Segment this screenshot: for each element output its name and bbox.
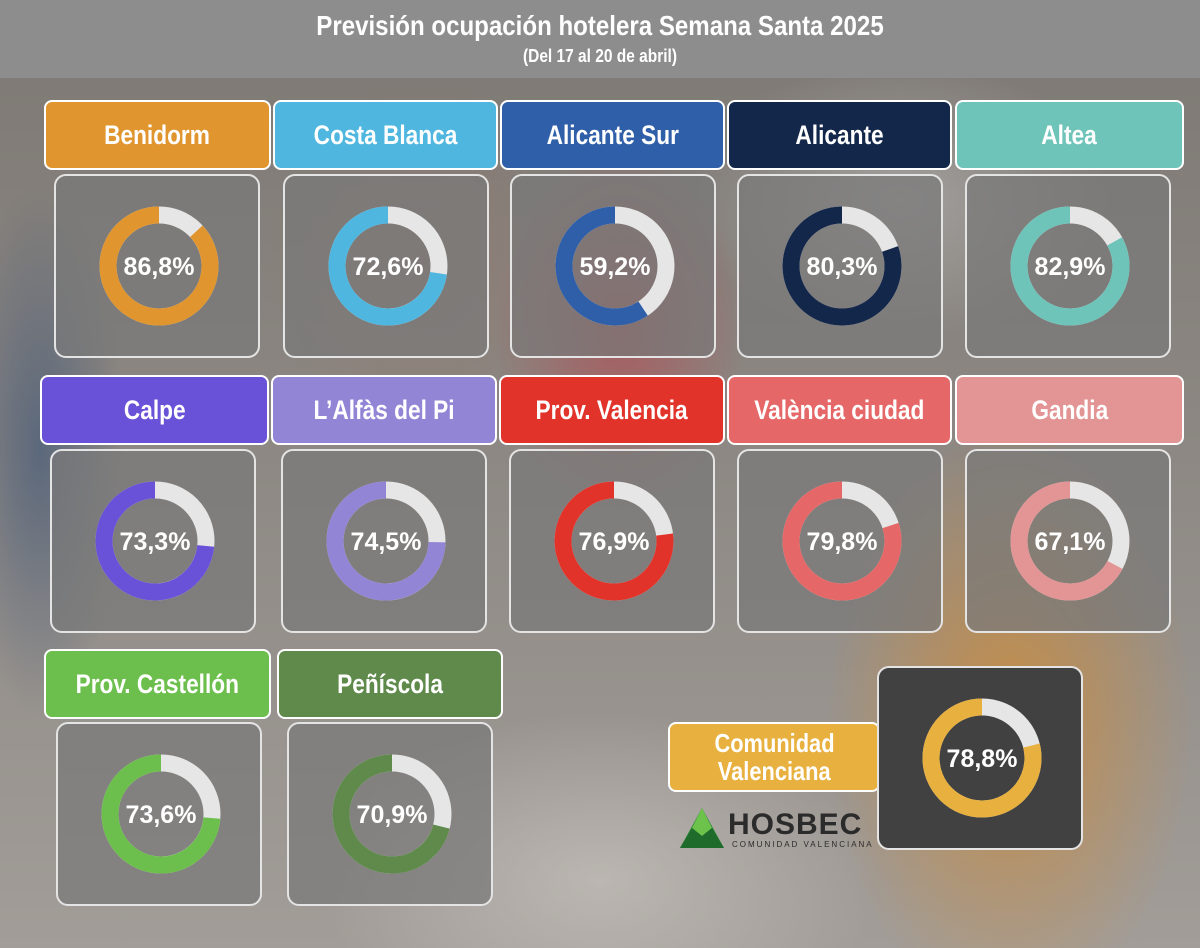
region-2-label: Costa Blanca [273,100,498,170]
region-5-donut-box: 82,9% [965,174,1171,358]
region-7-donut-chart: 74,5% [326,481,446,601]
region-11-name: Prov. Castellón [75,668,240,699]
region-11-value-arc [101,754,221,874]
region-3-value-arc [555,206,675,326]
region-3-label: Alicante Sur [500,100,725,170]
region-8-value-label: 76,9% [579,528,650,556]
region-1-value-arc [99,206,219,326]
total-donut-box: 78,8% [877,666,1083,850]
total-label-line-1: Comunidad [713,728,835,758]
region-3-name: Alicante Sur [546,119,679,150]
region-7-donut-box: 74,5% [281,449,487,633]
region-4-value-arc [782,206,902,326]
region-12-name: Peñíscola [337,668,443,699]
region-4-label: Alicante [727,100,952,170]
total-label-line-2: Valenciana [717,756,831,786]
page-title: Previsión ocupación hotelera Semana Sant… [316,10,884,41]
region-8-donut-box: 76,9% [509,449,715,633]
region-7-value-label: 74,5% [351,528,422,556]
region-2-donut-chart: 72,6% [328,206,448,326]
region-2-value-label: 72,6% [353,253,424,281]
region-8-label: Prov. Valencia [499,375,725,445]
region-8-name: Prov. Valencia [535,394,689,425]
region-6-value-arc [95,481,215,601]
region-5-value-arc [1010,206,1130,326]
total-value-label: 78,8% [947,745,1018,773]
region-5-label: Altea [955,100,1184,170]
region-3-donut-chart: 59,2% [555,206,675,326]
region-10-value-arc [1010,481,1130,601]
region-10-donut-chart: 67,1% [1010,481,1130,601]
region-9-value-arc [782,481,902,601]
region-12-donut-box: 70,9% [287,722,493,906]
total-label: Comunidad Valenciana [668,722,880,792]
region-12-value-arc [332,754,452,874]
region-4-name: Alicante [795,119,884,150]
region-3-value-label: 59,2% [580,253,651,281]
region-4-donut-box: 80,3% [737,174,943,358]
region-1-name: Benidorm [104,119,211,150]
region-8-donut-chart: 76,9% [554,481,674,601]
region-9-donut-chart: 79,8% [782,481,902,601]
region-9-label: València ciudad [727,375,952,445]
region-1-donut-chart: 86,8% [99,206,219,326]
region-11-label: Prov. Castellón [44,649,271,719]
region-12-label: Peñíscola [277,649,503,719]
region-6-donut-chart: 73,3% [95,481,215,601]
region-12-donut-chart: 70,9% [332,754,452,874]
logo-mountain-icon [680,808,724,848]
region-5-donut-chart: 82,9% [1010,206,1130,326]
region-11-donut-chart: 73,6% [101,754,221,874]
region-4-value-label: 80,3% [807,253,878,281]
region-11-value-label: 73,6% [126,801,197,829]
region-9-donut-box: 79,8% [737,449,943,633]
region-1-label: Benidorm [44,100,271,170]
region-10-value-label: 67,1% [1035,528,1106,556]
total-donut-chart: 78,8% [922,698,1042,818]
header-bar: Previsión ocupación hotelera Semana Sant… [0,0,1200,78]
region-4-donut-chart: 80,3% [782,206,902,326]
total-value-arc [922,698,1042,818]
region-8-value-arc [554,481,674,601]
logo-text: HOSBEC [728,808,863,841]
region-6-label: Calpe [40,375,269,445]
region-10-name: Gandia [1031,394,1108,425]
region-2-donut-box: 72,6% [283,174,489,358]
hosbec-logo: HOSBEC COMUNIDAD VALENCIANA [678,806,872,852]
region-9-name: València ciudad [754,394,925,425]
region-10-donut-box: 67,1% [965,449,1171,633]
page-subtitle: (Del 17 al 20 de abril) [522,46,677,66]
region-7-label: L’Alfàs del Pi [271,375,497,445]
region-6-donut-box: 73,3% [50,449,256,633]
region-2-value-arc [328,206,448,326]
region-6-value-label: 73,3% [120,528,191,556]
region-9-value-label: 79,8% [807,528,878,556]
region-6-name: Calpe [123,394,186,425]
region-5-name: Altea [1041,119,1098,150]
region-12-value-label: 70,9% [357,801,428,829]
region-11-donut-box: 73,6% [56,722,262,906]
region-1-value-label: 86,8% [124,253,195,281]
region-1-donut-box: 86,8% [54,174,260,358]
region-5-value-label: 82,9% [1035,253,1106,281]
region-7-name: L’Alfàs del Pi [313,394,455,425]
region-10-label: Gandia [955,375,1184,445]
logo-subtext: COMUNIDAD VALENCIANA [732,840,874,849]
region-7-value-arc [326,481,446,601]
region-3-donut-box: 59,2% [510,174,716,358]
region-2-name: Costa Blanca [313,119,458,150]
